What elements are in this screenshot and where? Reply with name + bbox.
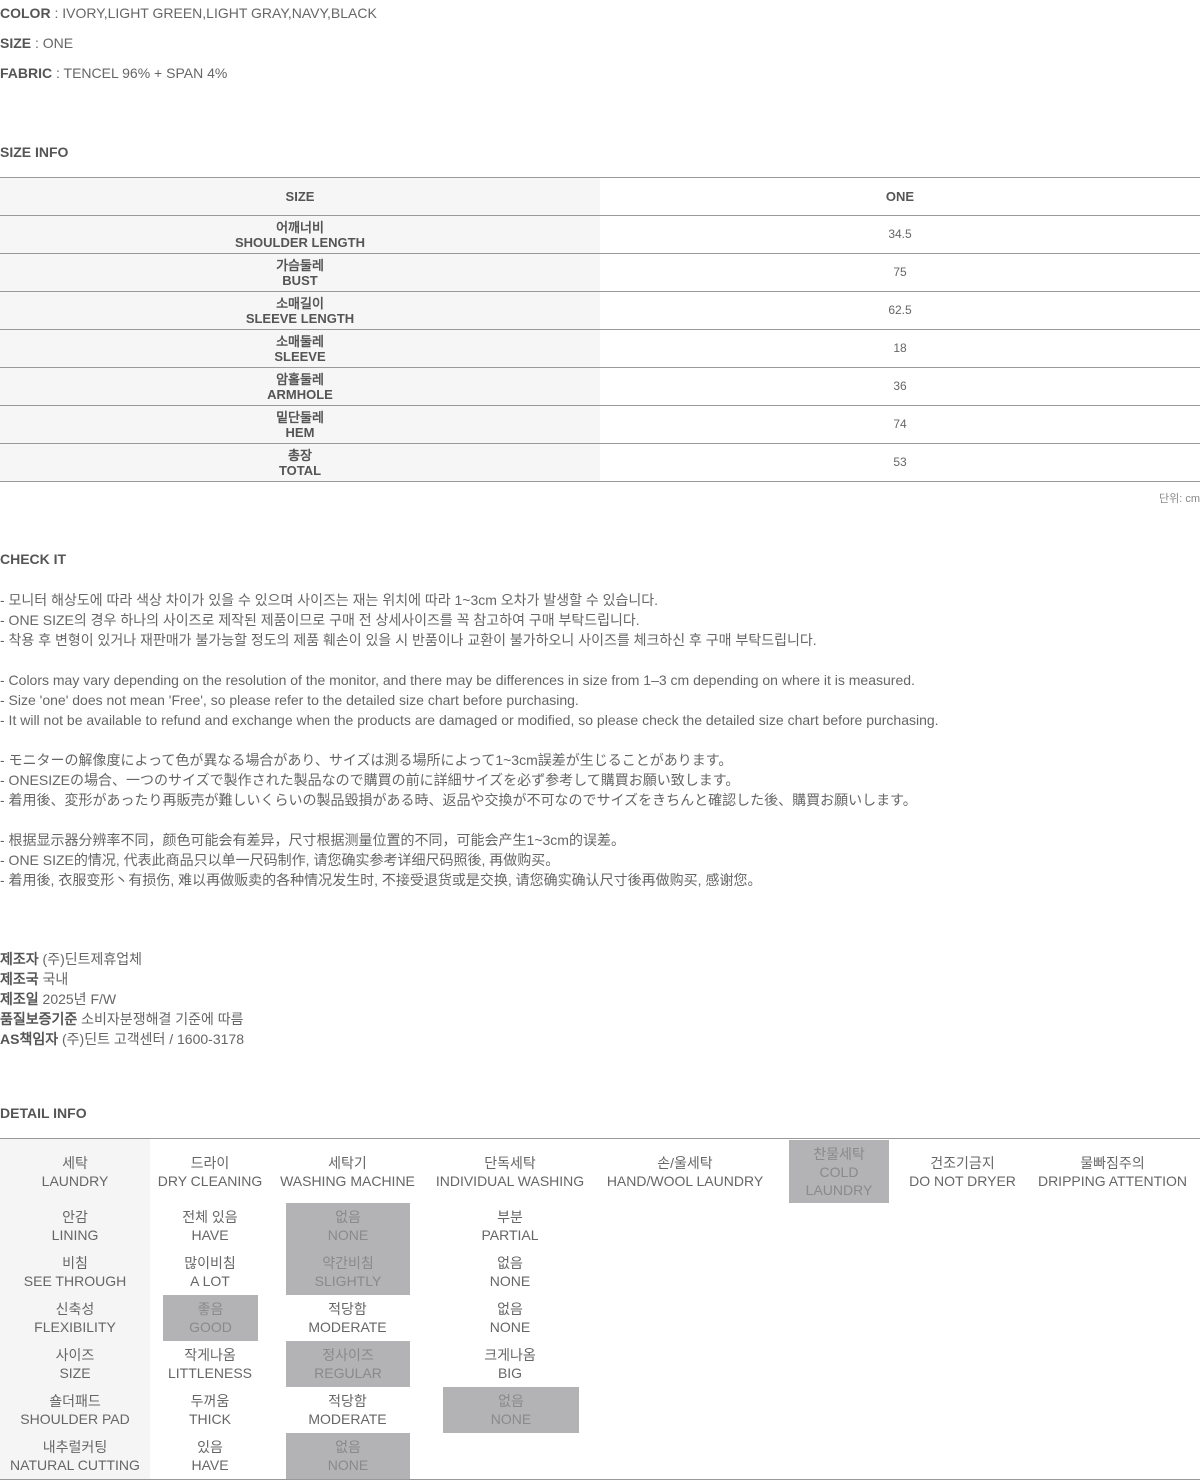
detail-option: 없음 NONE <box>489 1255 531 1289</box>
detail-option: 많이비침 A LOT <box>184 1255 236 1289</box>
note-line: - ONE SIZE의 경우 하나의 사이즈로 제작된 제품이므로 구매 전 상… <box>0 612 640 628</box>
detail-option: 작게나옴 LITTLENESS <box>167 1347 253 1381</box>
size-info-title: SIZE INFO <box>0 144 69 160</box>
measure-label: 소매길이 SLEEVE LENGTH <box>0 291 600 330</box>
measure-value: 62.5 <box>600 291 1200 330</box>
note-line: - ONESIZEの場合、一つのサイズで製作された製品なので購買の前に詳細サイズ… <box>0 772 740 788</box>
maker-row: 제조일 2025년 F/W <box>0 991 117 1007</box>
detail-option: 부분 PARTIAL <box>481 1209 539 1243</box>
measure-value: 34.5 <box>600 215 1200 254</box>
detail-option: 없음 NONE <box>443 1387 579 1433</box>
maker-row: 제조국 국내 <box>0 971 69 987</box>
check-it-title: CHECK IT <box>0 551 67 567</box>
measure-en: TOTAL <box>278 462 322 478</box>
maker-row: 품질보증기준 소비자분쟁해결 기준에 따름 <box>0 1011 244 1027</box>
note-line: - モニターの解像度によって色が異なる場合があり、サイズは測る場所によって1~3… <box>0 752 733 768</box>
maker-row: 제조자 (주)딘트제휴업체 <box>0 951 143 967</box>
measure-ko: 총장 <box>288 447 312 463</box>
measure-label: 소매둘레 SLEEVE <box>0 329 600 368</box>
measure-value: 75 <box>600 253 1200 292</box>
note-line: - 着用後、変形があったり再販売が難しいくらいの製品毀損がある時、返品や交換が不… <box>0 792 917 808</box>
detail-option: 있음 HAVE <box>191 1439 229 1473</box>
size-row: 소매둘레 SLEEVE 18 <box>0 329 1200 368</box>
measure-value: 18 <box>600 329 1200 368</box>
note-line: - 착용 후 변형이 있거나 재판매가 불가능할 정도의 제품 훼손이 있을 시… <box>0 632 817 648</box>
maker-row: AS책임자 (주)딘트 고객센터 / 1600-3178 <box>0 1031 244 1047</box>
detail-option: 두꺼움 THICK <box>189 1393 231 1427</box>
spec-color: COLOR : IVORY,LIGHT GREEN,LIGHT GRAY,NAV… <box>0 5 377 21</box>
note-line: - 着用後, 衣服变形丶有损伤, 难以再做贩卖的各种情况发生时, 不接受退货或是… <box>0 872 762 888</box>
detail-option: 크게나옴 BIG <box>484 1347 536 1381</box>
size-table: SIZE ONE 어깨너비 SHOULDER LENGTH 34.5 가슴둘레 BUST 75… <box>0 177 1200 482</box>
detail-row-label: 신축성 FLEXIBILITY <box>34 1301 116 1335</box>
detail-row-label: 숄더패드 SHOULDER PAD <box>20 1393 130 1427</box>
note-line: - ONE SIZE的情况, 代表此商品只以单一尺码制作, 请您确实参考详细尺码… <box>0 852 560 868</box>
size-header-label: SIZE <box>0 177 600 216</box>
measure-en: SLEEVE <box>274 348 326 364</box>
detail-option: 적당함 MODERATE <box>308 1393 387 1427</box>
note-line: - 모니터 해상도에 따라 색상 차이가 있을 수 있으며 사이즈는 재는 위치… <box>0 592 659 608</box>
care-individual-washing: 단독세탁 INDIVIDUAL WASHING <box>435 1154 585 1189</box>
detail-option: 없음 NONE <box>286 1203 410 1249</box>
check-it-notes: - 모니터 해상도에 따라 색상 차이가 있을 수 있으며 사이즈는 재는 위치… <box>0 590 939 910</box>
size-header-value: ONE <box>600 177 1200 216</box>
note-line: - Size 'one' does not mean 'Free', so pl… <box>0 692 579 708</box>
detail-row-label: 비침 SEE THROUGH <box>23 1255 127 1289</box>
measure-en: ARMHOLE <box>267 386 333 402</box>
note-line: - Colors may vary depending on the resol… <box>0 672 915 688</box>
detail-option: 전체 있음 HAVE <box>182 1209 238 1243</box>
care-laundry: 세탁 LAUNDRY <box>41 1154 109 1189</box>
size-row: 총장 TOTAL 53 <box>0 443 1200 482</box>
measure-ko: 소매길이 <box>276 295 324 311</box>
measure-value: 53 <box>600 443 1200 482</box>
care-cold-laundry: 찬물세탁 COLD LAUNDRY <box>789 1140 889 1203</box>
detail-info-table: 세탁 LAUNDRY 드라이 DRY CLEANING 세탁기 WASHING MACHI… <box>0 1138 1200 1480</box>
unit-label: 단위: cm <box>1158 493 1200 505</box>
note-line: - It will not be available to refund and… <box>0 712 939 728</box>
detail-option: 정사이즈 REGULAR <box>286 1341 410 1387</box>
detail-info-title: DETAIL INFO <box>0 1105 87 1121</box>
measure-label: 밑단둘레 HEM <box>0 405 600 444</box>
care-washing-machine: 세탁기 WASHING MACHINE <box>280 1154 415 1189</box>
size-row: 가슴둘레 BUST 75 <box>0 253 1200 292</box>
measure-en: SHOULDER LENGTH <box>235 234 365 250</box>
measure-ko: 가슴둘레 <box>276 257 324 273</box>
measure-ko: 암홀둘레 <box>276 371 324 387</box>
detail-row-label: 사이즈 SIZE <box>55 1347 95 1381</box>
size-row: 암홀둘레 ARMHOLE 36 <box>0 367 1200 406</box>
measure-value: 74 <box>600 405 1200 444</box>
care-do-not-dryer: 건조기금지 DO NOT DRYER <box>909 1154 1016 1189</box>
measure-label: 암홀둘레 ARMHOLE <box>0 367 600 406</box>
detail-row-label: 안감 LINING <box>51 1209 99 1243</box>
detail-option: 좋음 GOOD <box>163 1295 258 1341</box>
measure-label: 가슴둘레 BUST <box>0 253 600 292</box>
detail-option: 없음 NONE <box>286 1433 410 1479</box>
measure-ko: 밑단둘레 <box>276 409 324 425</box>
size-row: 밑단둘레 HEM 74 <box>0 405 1200 444</box>
measure-ko: 어깨너비 <box>276 219 324 235</box>
size-row: 소매길이 SLEEVE LENGTH 62.5 <box>0 291 1200 330</box>
measure-en: BUST <box>282 272 318 288</box>
care-dry-cleaning: 드라이 DRY CLEANING <box>157 1154 263 1189</box>
detail-option: 적당함 MODERATE <box>308 1301 387 1335</box>
measure-value: 36 <box>600 367 1200 406</box>
detail-row-label: 내추럴커팅 NATURAL CUTTING <box>10 1439 140 1473</box>
care-hand-wool-laundry: 손/울세탁 HAND/WOOL LAUNDRY <box>606 1154 764 1189</box>
care-dripping-attention: 물빠짐주의 DRIPPING ATTENTION <box>1037 1154 1188 1189</box>
detail-option: 약간비침 SLIGHTLY <box>286 1249 410 1295</box>
size-row: 어깨너비 SHOULDER LENGTH 34.5 <box>0 215 1200 254</box>
spec-size: SIZE : ONE <box>0 35 74 51</box>
measure-label: 총장 TOTAL <box>0 443 600 482</box>
measure-ko: 소매둘레 <box>276 333 324 349</box>
measure-label: 어깨너비 SHOULDER LENGTH <box>0 215 600 254</box>
size-header-row: SIZE ONE <box>0 177 1200 216</box>
spec-fabric: FABRIC : TENCEL 96% + SPAN 4% <box>0 65 228 81</box>
detail-label-column <box>0 1139 150 1479</box>
note-line: - 根据显示器分辨率不同，颜色可能会有差异，尺寸根据测量位置的不同，可能会产生1… <box>0 832 625 848</box>
measure-en: SLEEVE LENGTH <box>245 310 355 326</box>
detail-option <box>425 1433 595 1479</box>
measure-en: HEM <box>285 424 315 440</box>
detail-option: 없음 NONE <box>489 1301 531 1335</box>
